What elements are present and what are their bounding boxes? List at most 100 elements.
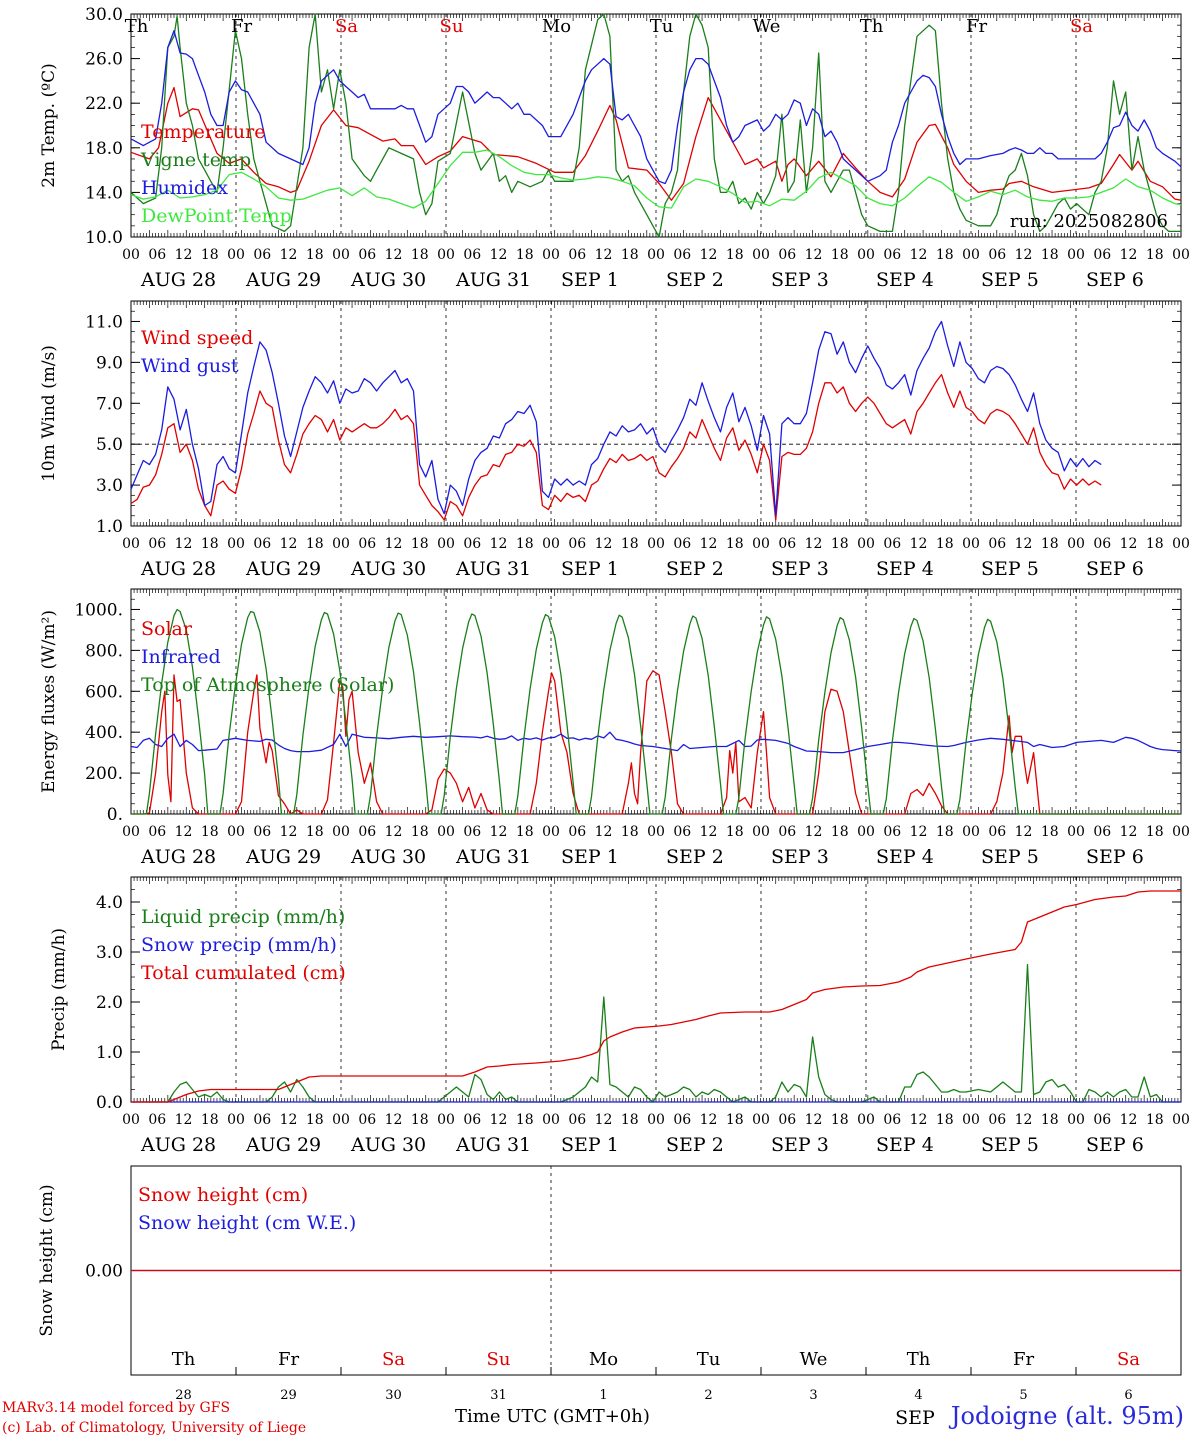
- legend-entry: Vigne temp: [140, 149, 251, 171]
- y-axis-title: Precip (mm/h): [49, 928, 69, 1051]
- hour-tick-label: 00: [647, 247, 665, 263]
- hour-tick-label: 06: [988, 1112, 1006, 1128]
- series-line-wind-gust: [130, 320, 1102, 517]
- hour-tick-label: 00: [122, 247, 140, 263]
- legend-entry: Liquid precip (mm/h): [141, 906, 345, 928]
- hour-tick-label: 12: [910, 1112, 928, 1128]
- hour-tick-label: 06: [568, 247, 586, 263]
- hour-tick-label: 00: [752, 1112, 770, 1128]
- weekday-label: We: [753, 16, 781, 37]
- hour-tick-label: 12: [385, 824, 403, 840]
- weekday-label: Fr: [278, 1349, 299, 1370]
- hour-tick-label: 12: [805, 1112, 823, 1128]
- hour-tick-label: 18: [516, 536, 534, 552]
- date-label: AUG 31: [455, 846, 531, 868]
- hour-tick-label: 00: [752, 536, 770, 552]
- legend-entry: Temperature: [141, 121, 265, 143]
- hour-tick-label: 00: [1067, 536, 1085, 552]
- hour-tick-label: 00: [1172, 1112, 1190, 1128]
- date-label: AUG 29: [245, 558, 321, 580]
- hour-tick-label: 06: [1093, 536, 1111, 552]
- weekday-label: Su: [440, 16, 464, 37]
- hour-tick-label: 00: [227, 247, 245, 263]
- panel-5: [130, 1165, 1182, 1376]
- series-line-vigne-temp: [130, 13, 1181, 238]
- y-tick-label: 30.0: [85, 5, 123, 25]
- hour-tick-label: 12: [1015, 824, 1033, 840]
- hour-tick-label: 18: [516, 1112, 534, 1128]
- hour-tick-label: 00: [962, 1112, 980, 1128]
- date-label: AUG 28: [140, 269, 216, 291]
- y-tick-label: 26.0: [85, 50, 123, 70]
- date-label: SEP 1: [561, 1134, 619, 1156]
- hour-tick-label: 00: [647, 824, 665, 840]
- hour-tick-label: 18: [1041, 536, 1059, 552]
- hour-tick-label: 18: [201, 536, 219, 552]
- hour-tick-label: 12: [1015, 536, 1033, 552]
- y-tick-label: 1.0: [96, 1043, 123, 1063]
- hour-tick-label: 18: [411, 824, 429, 840]
- date-label: AUG 28: [140, 1134, 216, 1156]
- hour-tick-label: 06: [463, 247, 481, 263]
- legend-entry: Snow height (cm W.E.): [138, 1212, 356, 1234]
- hour-tick-label: 00: [122, 1112, 140, 1128]
- y-tick-label: 800.: [85, 641, 123, 661]
- hour-tick-label: 06: [358, 536, 376, 552]
- hour-tick-label: 06: [358, 824, 376, 840]
- hour-tick-label: 06: [148, 824, 166, 840]
- y-tick-label: 200.: [85, 764, 123, 784]
- hour-tick-label: 18: [831, 824, 849, 840]
- date-label: SEP 4: [876, 269, 934, 291]
- hour-tick-label: 18: [516, 247, 534, 263]
- hour-tick-label: 12: [910, 824, 928, 840]
- hour-tick-label: 18: [726, 247, 744, 263]
- weekday-label: Mo: [589, 1349, 618, 1370]
- hour-tick-label: 18: [726, 1112, 744, 1128]
- legend-entry: Total cumulated (cm): [141, 962, 346, 984]
- weekday-label: Fr: [1013, 1349, 1034, 1370]
- weekday-label: Th: [172, 1349, 196, 1370]
- weekday-label: Sa: [1070, 16, 1093, 37]
- date-label: AUG 30: [350, 269, 426, 291]
- hour-tick-label: 06: [463, 824, 481, 840]
- date-label: SEP 5: [981, 269, 1039, 291]
- hour-tick-label: 18: [831, 1112, 849, 1128]
- bottom-month-label: SEP: [895, 1407, 935, 1429]
- date-label: SEP 1: [561, 558, 619, 580]
- hour-tick-label: 12: [595, 536, 613, 552]
- hour-tick-label: 18: [201, 247, 219, 263]
- date-label: AUG 29: [245, 1134, 321, 1156]
- date-label: AUG 31: [455, 269, 531, 291]
- y-tick-label: 3.0: [96, 476, 123, 496]
- hour-tick-label: 06: [253, 247, 271, 263]
- hour-tick-label: 18: [831, 247, 849, 263]
- day-number-label: 4: [914, 1388, 922, 1403]
- legend-entry: Snow precip (mm/h): [141, 934, 337, 956]
- hour-tick-label: 00: [857, 824, 875, 840]
- hour-tick-label: 12: [1120, 824, 1138, 840]
- date-label: AUG 31: [455, 558, 531, 580]
- date-label: SEP 5: [981, 846, 1039, 868]
- hour-tick-label: 18: [726, 536, 744, 552]
- date-label: AUG 31: [455, 1134, 531, 1156]
- y-tick-label: 1.0: [96, 517, 123, 537]
- hour-tick-label: 18: [516, 824, 534, 840]
- day-number-label: 6: [1124, 1388, 1132, 1403]
- credit-line-1: MARv3.14 model forced by GFS: [2, 1400, 231, 1416]
- legend-entry: Wind gust: [141, 355, 239, 377]
- y-tick-label: 22.0: [85, 94, 123, 114]
- hour-tick-label: 18: [411, 247, 429, 263]
- hour-tick-label: 12: [700, 824, 718, 840]
- date-label: AUG 29: [245, 269, 321, 291]
- hour-tick-label: 06: [253, 1112, 271, 1128]
- hour-tick-label: 00: [752, 247, 770, 263]
- date-label: AUG 30: [350, 558, 426, 580]
- date-label: SEP 1: [561, 269, 619, 291]
- hour-tick-label: 12: [280, 247, 298, 263]
- day-number-label: 30: [385, 1388, 402, 1403]
- hour-tick-label: 00: [332, 824, 350, 840]
- weekday-label: Sa: [382, 1349, 405, 1370]
- legend-entry: Solar: [141, 618, 193, 640]
- hour-tick-label: 18: [306, 536, 324, 552]
- y-tick-label: 0.: [107, 805, 123, 825]
